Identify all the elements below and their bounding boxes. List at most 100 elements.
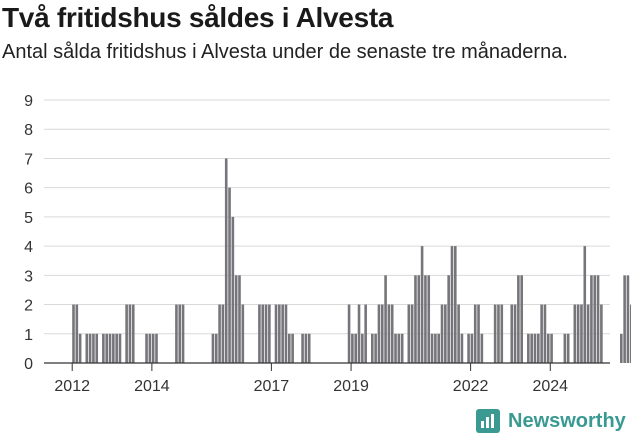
bar — [224, 158, 228, 363]
bar — [374, 333, 377, 363]
bar — [288, 333, 291, 363]
bar — [480, 333, 484, 363]
x-tick-label: 2012 — [54, 378, 90, 395]
bar — [221, 304, 225, 363]
bar — [351, 333, 354, 363]
y-tick-label: 3 — [24, 268, 33, 285]
bar — [347, 304, 351, 363]
bar — [493, 304, 497, 363]
x-tick-label: 2022 — [453, 378, 489, 395]
bar — [75, 304, 79, 363]
bar — [450, 246, 454, 363]
y-tick-label: 5 — [24, 210, 33, 227]
bar — [410, 304, 414, 363]
bar — [513, 304, 517, 363]
bar — [284, 304, 288, 363]
newsworthy-logo-icon — [476, 409, 500, 433]
bar — [108, 333, 112, 363]
bar — [537, 333, 540, 363]
bar — [430, 333, 434, 363]
bar — [278, 304, 281, 363]
bar — [434, 333, 437, 363]
bar — [626, 275, 630, 363]
x-tick-label: 2014 — [134, 378, 170, 395]
bar — [175, 304, 178, 363]
bar — [304, 333, 308, 363]
gridlines — [44, 99, 610, 335]
bar — [540, 304, 543, 363]
bar — [447, 275, 450, 363]
bar — [573, 304, 577, 363]
bar — [377, 304, 381, 363]
bar — [593, 275, 597, 363]
bars — [72, 158, 631, 363]
bar — [530, 333, 533, 363]
bar — [264, 304, 268, 363]
bar — [623, 275, 626, 363]
bar — [78, 333, 82, 363]
bar — [527, 333, 530, 363]
y-tick-label: 4 — [24, 239, 33, 256]
bar — [546, 333, 550, 363]
bar — [596, 275, 600, 363]
bar — [580, 304, 583, 363]
bar — [394, 333, 397, 363]
bar — [238, 275, 241, 363]
bar — [457, 304, 460, 363]
bar — [211, 333, 215, 363]
bar — [371, 333, 374, 363]
bar — [440, 304, 444, 363]
bar — [390, 304, 394, 363]
bar — [112, 333, 115, 363]
x-axis-ticks — [71, 363, 551, 371]
bar — [550, 333, 553, 363]
bar — [357, 304, 361, 363]
bar — [72, 304, 75, 363]
bar — [424, 275, 427, 363]
bar — [131, 304, 135, 363]
bar — [178, 304, 182, 363]
bar — [397, 333, 401, 363]
bar — [437, 333, 440, 363]
bar — [354, 333, 357, 363]
bar — [155, 333, 158, 363]
y-tick-label: 1 — [24, 327, 33, 344]
y-tick-label: 0 — [24, 356, 33, 373]
bar — [307, 333, 311, 363]
bar — [118, 333, 122, 363]
brand-name: Newsworthy — [508, 409, 626, 432]
bar — [231, 216, 235, 363]
bar — [414, 275, 417, 363]
y-axis-labels: 0 1 2 3 4 5 6 7 8 9 — [24, 93, 33, 373]
bar — [470, 333, 474, 363]
bar — [586, 304, 590, 363]
bar — [460, 333, 464, 363]
bar — [473, 304, 477, 363]
bar — [620, 333, 623, 363]
bar — [467, 333, 470, 363]
bar — [576, 304, 580, 363]
bar — [361, 333, 364, 363]
bar — [228, 187, 231, 363]
bar — [563, 333, 567, 363]
bar — [258, 304, 261, 363]
bar — [454, 246, 457, 363]
bar — [520, 275, 523, 363]
bar — [600, 304, 603, 363]
bar — [384, 275, 387, 363]
bar — [92, 333, 95, 363]
bar — [387, 304, 391, 363]
y-tick-label: 7 — [24, 151, 33, 168]
bar — [115, 333, 118, 363]
bar — [407, 304, 411, 363]
bar — [566, 333, 570, 363]
bar — [181, 304, 185, 363]
bar — [88, 333, 92, 363]
x-tick-label: 2019 — [333, 378, 369, 395]
bar — [151, 333, 155, 363]
bar — [427, 275, 431, 363]
bar — [500, 304, 504, 363]
bar — [268, 304, 271, 363]
bar — [364, 304, 367, 363]
